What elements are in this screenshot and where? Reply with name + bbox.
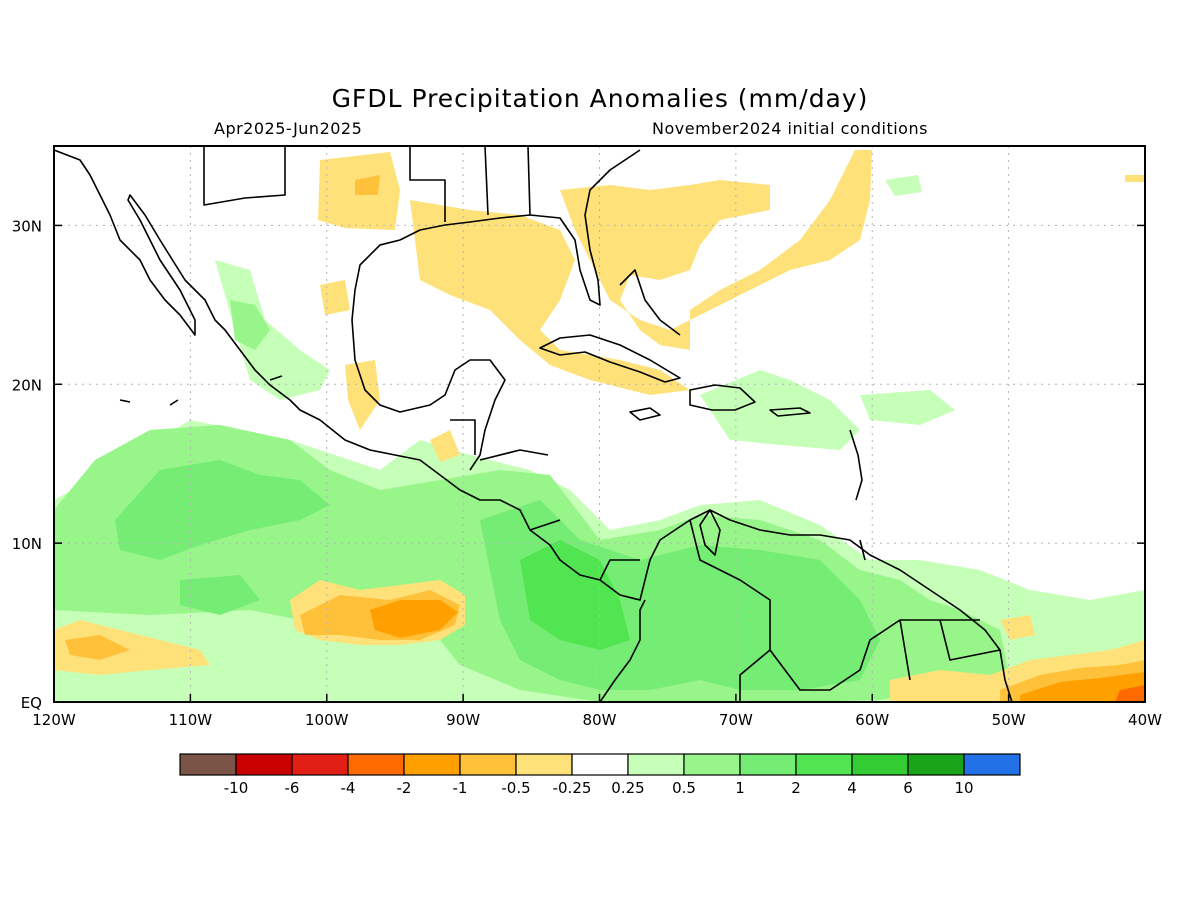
lon-tick-label: 50W [992, 711, 1026, 729]
anomaly-deep-orange [1115, 685, 1145, 702]
colorbar-legend: -10 -6 -4 -2 -1 -0.5 -0.25 0.25 0.5 1 2 4 6 10 [179, 753, 1021, 797]
colorbar-label: -6 [285, 779, 300, 797]
colorbar-swatch [179, 753, 237, 776]
colorbar-swatch [235, 753, 293, 776]
lon-tick-label: 80W [583, 711, 617, 729]
lat-tick-label: 30N [12, 217, 42, 235]
lon-tick-label: 120W [32, 711, 76, 729]
colorbar-label: -2 [397, 779, 412, 797]
chart-title: GFDL Precipitation Anomalies (mm/day) [331, 84, 869, 113]
colorbar-swatch [571, 753, 629, 776]
colorbar-label: 2 [791, 779, 801, 797]
colorbar-label: 4 [847, 779, 857, 797]
colorbar-swatch [403, 753, 461, 776]
colorbar-label: -4 [341, 779, 356, 797]
colorbar-swatch [459, 753, 517, 776]
lat-tick-label: 10N [12, 535, 42, 553]
colorbar-label: -0.5 [501, 779, 530, 797]
anomaly-orange [370, 600, 1145, 702]
colorbar-swatch [795, 753, 853, 776]
grid-lines [54, 146, 1145, 702]
colorbar-label: -0.25 [553, 779, 592, 797]
colorbar-swatch [347, 753, 405, 776]
lon-tick-label: 60W [855, 711, 889, 729]
lon-tick-label: 100W [305, 711, 349, 729]
colorbar-label: 6 [903, 779, 913, 797]
colorbar-label: 1 [735, 779, 745, 797]
colorbar-swatch [515, 753, 573, 776]
coastlines [54, 146, 1013, 702]
lon-tick-label: 70W [719, 711, 753, 729]
lat-tick-label: 20N [12, 376, 42, 394]
colorbar-label: 0.25 [611, 779, 644, 797]
longitude-axis: 120W 110W 100W 90W 80W 70W 60W 50W 40W [32, 694, 1162, 729]
colorbar-swatch [627, 753, 685, 776]
colorbar-label: -10 [224, 779, 249, 797]
colorbar-label: 10 [954, 779, 973, 797]
lon-tick-label: 110W [169, 711, 213, 729]
colorbar-swatch [683, 753, 741, 776]
lon-tick-label: 40W [1128, 711, 1162, 729]
latitude-axis: EQ 10N 20N 30N [12, 217, 1145, 712]
colorbar-label: -1 [453, 779, 468, 797]
lat-tick-label: EQ [21, 694, 42, 712]
initial-conditions: November2024 initial conditions [652, 119, 928, 138]
forecast-period: Apr2025-Jun2025 [214, 119, 363, 138]
colorbar-swatch [739, 753, 797, 776]
colorbar-swatch [907, 753, 965, 776]
colorbar-label: 0.5 [672, 779, 696, 797]
colorbar-swatch [291, 753, 349, 776]
colorbar-swatch [851, 753, 909, 776]
anomaly-green-vivid [520, 540, 630, 650]
lon-tick-label: 90W [446, 711, 480, 729]
colorbar-swatch [963, 753, 1021, 776]
